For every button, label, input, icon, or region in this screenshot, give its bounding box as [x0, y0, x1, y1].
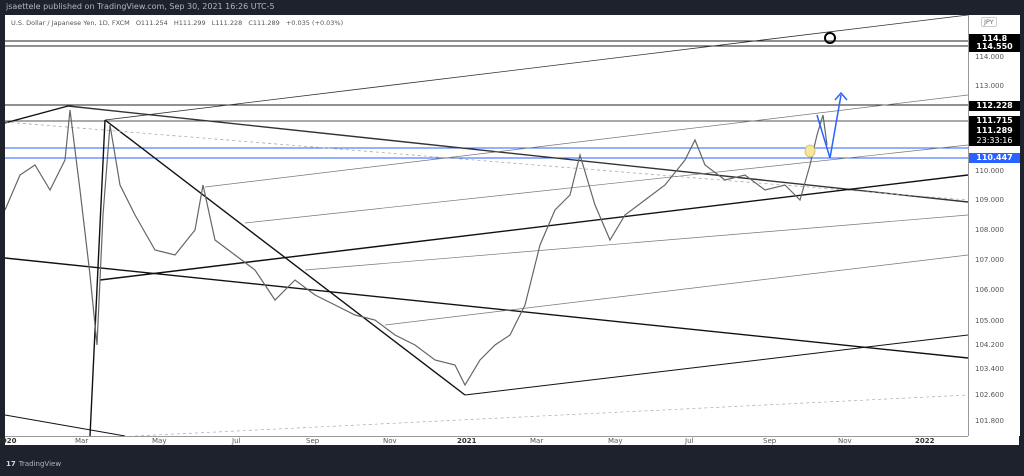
x-tick: Nov: [383, 437, 397, 445]
y-tick: 107.000: [975, 256, 1004, 264]
high-value: H111.299: [173, 19, 206, 27]
y-tick: 102.600: [975, 391, 1004, 399]
low-value: L111.228: [211, 19, 243, 27]
x-tick: 2021: [457, 437, 477, 445]
close-value: C111.289: [248, 19, 280, 27]
price-label-hidden: 114.8: [969, 34, 1020, 44]
price-label-112-228: 112.228: [969, 101, 1020, 111]
x-tick: 2022: [915, 437, 935, 445]
x-tick: May: [608, 437, 623, 445]
currency-badge[interactable]: JPY: [981, 17, 997, 27]
price-axis[interactable]: 114.8 114.550 JPY 114.000 113.000 112.22…: [968, 15, 1020, 436]
x-tick: May: [152, 437, 167, 445]
x-tick: Mar: [75, 437, 89, 445]
x-tick: Nov: [838, 437, 852, 445]
y-tick: 114.000: [975, 53, 1004, 61]
bar-countdown: 23:33:16: [969, 136, 1020, 146]
x-tick: Sep: [763, 437, 777, 445]
symbol-label: U.S. Dollar / Japanese Yen, 1D, FXCM: [11, 19, 130, 27]
time-axis[interactable]: 2020 Mar May Jul Sep Nov 2021 Mar May Ju…: [0, 436, 968, 446]
x-tick: Jul: [232, 437, 241, 445]
y-tick: 110.000: [975, 167, 1004, 175]
y-tick: 109.000: [975, 196, 1004, 204]
y-tick: 103.400: [975, 365, 1004, 373]
y-tick: 101.800: [975, 417, 1004, 425]
highlight-circle: [804, 144, 816, 158]
price-label-114-550: 114.550: [969, 42, 1020, 52]
x-tick: Sep: [306, 437, 320, 445]
intersection-circle: [824, 32, 836, 44]
price-series: [5, 109, 828, 387]
top-bar: jsaettele published on TradingView.com, …: [0, 0, 1024, 15]
price-label-last: 111.289: [969, 126, 1020, 136]
x-tick: Jul: [685, 437, 694, 445]
chart-frame[interactable]: U.S. Dollar / Japanese Yen, 1D, FXCM O11…: [0, 15, 1020, 446]
tradingview-logo-icon: 17: [6, 460, 16, 468]
x-tick: Mar: [530, 437, 544, 445]
open-value: O111.254: [135, 19, 168, 27]
price-label-111-715: 111.715: [969, 116, 1020, 126]
chart-legend: U.S. Dollar / Japanese Yen, 1D, FXCM O11…: [11, 19, 347, 27]
publish-info: jsaettele published on TradingView.com, …: [6, 2, 275, 11]
change-value: +0.035 (+0.03%): [285, 19, 344, 27]
y-tick: 108.000: [975, 226, 1004, 234]
brand-name: TradingView: [18, 460, 62, 468]
footer-brand[interactable]: 17 TradingView: [6, 460, 61, 468]
projection-arrow: [816, 94, 842, 159]
y-tick: 106.000: [975, 286, 1004, 294]
y-tick: 113.000: [975, 82, 1004, 90]
y-tick: 105.000: [975, 317, 1004, 325]
price-label-110-447: 110.447: [969, 153, 1020, 163]
x-tick: 2020: [0, 437, 17, 445]
chart-plot[interactable]: [5, 15, 968, 436]
y-tick: 104.200: [975, 341, 1004, 349]
